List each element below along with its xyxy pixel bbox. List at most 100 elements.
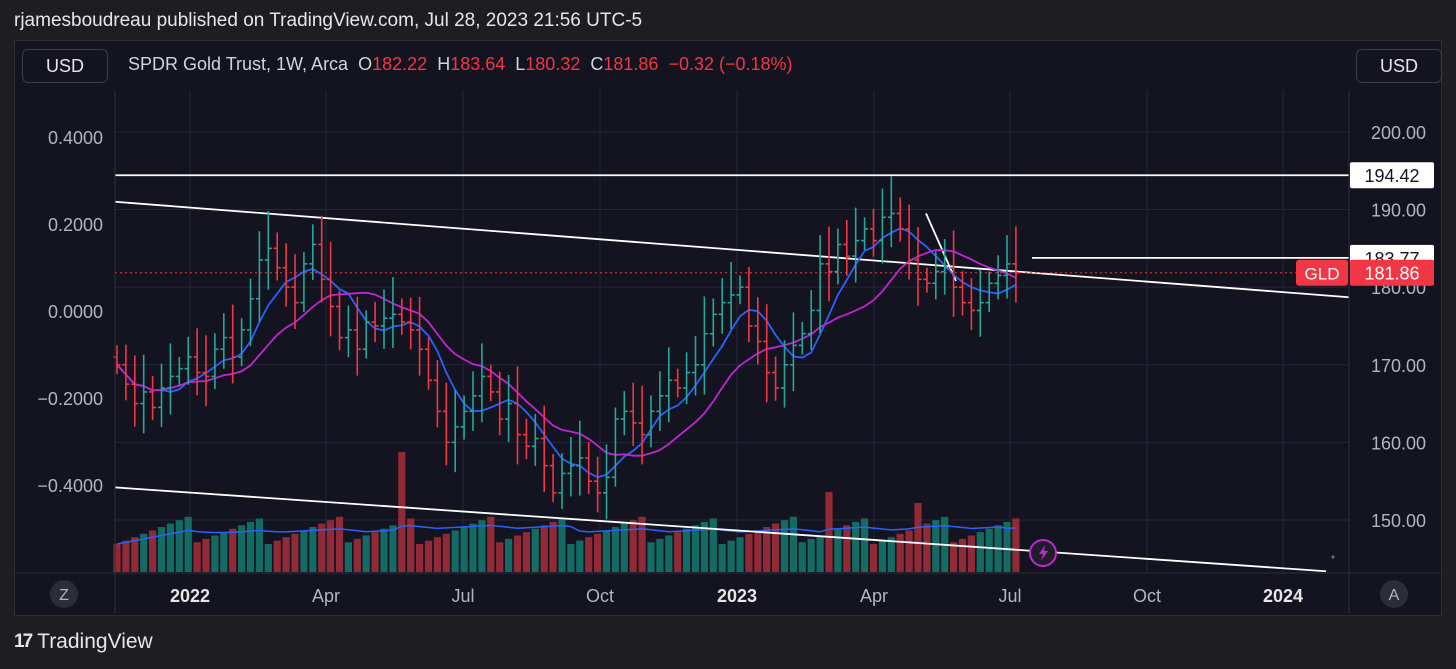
volume-bar	[478, 520, 486, 572]
volume-bar	[380, 528, 388, 572]
volume-bar	[433, 537, 441, 572]
volume-bar	[602, 530, 611, 572]
last-price-label: 181.86	[1364, 264, 1419, 284]
volume-bar	[843, 525, 851, 572]
price-bars	[113, 176, 1020, 520]
volume-bar	[335, 516, 344, 572]
volume-bar	[255, 518, 263, 572]
close-label: C	[590, 54, 604, 74]
volume-bar	[157, 527, 166, 572]
volume-bar	[193, 542, 201, 572]
volume-ma-line	[116, 524, 1016, 545]
price-tick-label: 190.00	[1371, 201, 1426, 221]
volume-bar	[869, 544, 878, 572]
price-tick-label: 200.00	[1371, 123, 1426, 143]
volume-bar	[327, 520, 335, 572]
volume-bar	[282, 537, 290, 572]
volume-bar	[353, 538, 361, 572]
volume-bar	[166, 523, 174, 572]
volume-bar	[896, 533, 904, 572]
volume-bar	[789, 516, 797, 572]
volume-bar	[451, 530, 459, 572]
volume-bar	[496, 542, 504, 572]
volume-bar	[905, 530, 913, 572]
volume-bar	[522, 532, 530, 572]
price-tick-label: 150.00	[1371, 511, 1426, 531]
volume-bar	[807, 538, 815, 572]
volume-bar	[745, 533, 753, 572]
volume-bar	[585, 537, 593, 572]
volume-bar	[309, 527, 317, 572]
volume-bar	[932, 520, 940, 572]
open-label: O	[358, 54, 373, 74]
axes: 150.00160.00170.00180.00190.00200.00−0.4…	[14, 90, 1441, 614]
short-trend-line	[925, 213, 957, 282]
volume-bar	[531, 528, 539, 572]
volume-bar	[291, 533, 299, 572]
volume-bar	[202, 538, 210, 572]
volume-bar	[834, 528, 842, 572]
volume-bar	[424, 540, 433, 572]
volume-bar	[238, 525, 246, 572]
right-currency-button[interactable]: USD	[1356, 49, 1442, 83]
lower-trend-line	[114, 486, 1327, 573]
volume-bar	[211, 535, 219, 572]
volume-bar	[576, 540, 584, 572]
time-tick-label: Oct	[1133, 586, 1161, 606]
volume-bar	[371, 532, 379, 572]
volume-bar	[852, 521, 860, 572]
volume-bar	[149, 530, 157, 572]
volume-bar	[273, 540, 281, 572]
osc-tick-label: 0.2000	[48, 215, 103, 235]
time-tick-label: Apr	[312, 586, 340, 606]
volume-bar	[122, 540, 130, 572]
volume-ma	[116, 524, 1016, 545]
low-label: L	[515, 54, 526, 74]
volume-bar	[460, 527, 468, 572]
volume-bar	[923, 523, 931, 572]
volume-bar	[1012, 518, 1020, 572]
volume-bar	[958, 538, 967, 572]
volume-bar	[674, 532, 682, 572]
osc-tick-label: 0.0000	[48, 302, 103, 322]
volume-bar	[976, 532, 984, 572]
price-tick-label: 160.00	[1371, 433, 1426, 453]
symbol-legend: SPDR Gold Trust, 1W, Arca O182.22 H183.6…	[128, 54, 793, 75]
volume-bar	[549, 521, 557, 572]
volume-bar	[220, 532, 228, 572]
timezone-button[interactable]	[50, 580, 78, 608]
volume-bar	[1003, 521, 1011, 572]
slow-ma-line	[116, 249, 1017, 457]
volume-bar	[264, 544, 272, 572]
time-tick-label: Oct	[586, 586, 614, 606]
dot-marker	[1331, 555, 1335, 559]
tradingview-footer[interactable]: 17 TradingView	[14, 630, 153, 654]
volume-bar	[780, 520, 789, 572]
volume-bar	[709, 518, 717, 572]
volume-bar	[816, 535, 824, 572]
volume-bar	[611, 527, 619, 572]
volume-bar	[362, 535, 370, 572]
auto-scale-button[interactable]	[1380, 580, 1408, 608]
volume-bar	[487, 516, 495, 572]
volume-bar	[718, 544, 726, 572]
volume-bar	[229, 528, 237, 572]
high-value: 183.64	[450, 54, 506, 74]
volume-bar	[985, 528, 993, 572]
time-tick-label: Jul	[451, 586, 474, 606]
volume-bar	[638, 516, 646, 572]
low-value: 180.32	[525, 54, 581, 74]
level-price-tag	[1350, 162, 1434, 189]
volume-bar	[389, 525, 397, 572]
volume-bar	[665, 535, 673, 572]
symbol-tag-label: GLD	[1305, 265, 1340, 284]
volume-bar	[683, 528, 691, 572]
volume-bar	[140, 533, 148, 572]
volume-bar	[620, 523, 628, 572]
volume-bar	[861, 518, 869, 572]
osc-tick-label: 0.4000	[48, 128, 103, 148]
left-currency-button[interactable]: USD	[22, 49, 108, 83]
time-tick-label: Jul	[998, 586, 1021, 606]
